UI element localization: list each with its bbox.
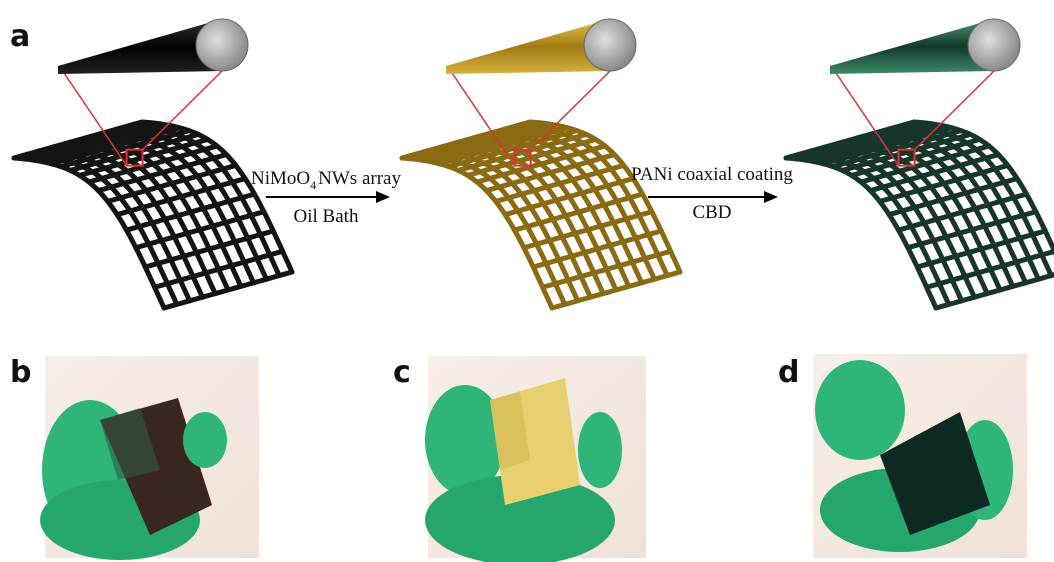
mesh-strand xyxy=(49,144,205,300)
mesh-strand xyxy=(873,130,1029,286)
zoom-line xyxy=(449,69,516,167)
mesh-strand xyxy=(885,126,1041,282)
zoom-box xyxy=(125,148,144,167)
sample xyxy=(880,412,990,535)
mesh-strand xyxy=(24,151,180,307)
mesh-strand xyxy=(126,123,282,279)
zoom-line xyxy=(61,69,128,167)
mesh-strand xyxy=(113,126,269,282)
mesh-strand xyxy=(37,148,193,304)
zoom-line xyxy=(530,70,611,151)
zoom-box xyxy=(897,148,916,167)
mesh-group xyxy=(783,18,1054,311)
step-sublabel: CBD xyxy=(692,202,731,223)
step-label: PANi coaxial coating xyxy=(631,164,793,185)
arrow-head xyxy=(376,191,390,203)
mesh-strand xyxy=(412,151,568,307)
mesh-strand xyxy=(783,155,939,311)
glove xyxy=(425,385,505,495)
zoom-box xyxy=(513,148,532,167)
panel-label: a xyxy=(10,19,30,54)
glove xyxy=(815,360,905,460)
sample-shade xyxy=(490,392,530,470)
mesh-strand xyxy=(88,133,244,289)
nanowire-body xyxy=(58,19,222,74)
meshes xyxy=(11,18,1054,311)
mesh-strand xyxy=(809,148,965,304)
mesh-strand xyxy=(11,155,167,311)
mesh-strand xyxy=(489,130,645,286)
step-label-subscript: 4 xyxy=(310,178,316,192)
zoom-line xyxy=(914,70,995,151)
mesh-strand xyxy=(425,148,581,304)
step-arrow: NiMoO4 NWs array Oil Bath xyxy=(251,168,401,227)
mesh-strand xyxy=(476,133,632,289)
panel-label: d xyxy=(778,355,799,390)
sample-sheen xyxy=(100,408,160,480)
mesh-strand xyxy=(821,144,977,300)
mesh-strand xyxy=(463,137,619,293)
mesh-strand xyxy=(399,155,555,311)
mesh-strand xyxy=(101,130,257,286)
mesh-strand xyxy=(898,123,1054,279)
mesh-strand xyxy=(62,141,218,297)
glove-finger xyxy=(578,412,622,488)
mesh-strand xyxy=(796,151,952,307)
nanowire-body xyxy=(830,19,994,74)
zoom-line xyxy=(142,70,223,151)
mesh-strand xyxy=(860,133,1016,289)
step-sublabel: Oil Bath xyxy=(294,206,359,227)
mesh-strand xyxy=(75,137,231,293)
photo-c xyxy=(425,356,646,562)
nanowire-end xyxy=(967,18,1021,72)
mesh-strand xyxy=(514,123,670,279)
mesh-strand xyxy=(847,137,1003,293)
nanowire-end xyxy=(583,18,637,72)
mesh-strand xyxy=(437,144,593,300)
zoom-line xyxy=(833,69,900,167)
step-label-part: NiMoO xyxy=(251,168,310,189)
step-arrow: PANi coaxial coating CBD xyxy=(631,164,793,223)
photo-b xyxy=(40,356,259,560)
photo-d xyxy=(813,354,1027,558)
mesh-group xyxy=(11,18,295,311)
nanowire-end xyxy=(195,18,249,72)
step-label-part: NWs array xyxy=(318,168,401,189)
panel-label: b xyxy=(10,355,31,390)
nanowire-body xyxy=(446,19,610,74)
step-label: NiMoO4 NWs array xyxy=(251,168,401,192)
glove xyxy=(425,475,615,562)
mesh-strand xyxy=(501,126,657,282)
panel-label: c xyxy=(393,355,411,390)
mesh-group xyxy=(399,18,683,311)
mesh-strand xyxy=(450,141,606,297)
arrow-head xyxy=(764,191,778,203)
mesh-strand xyxy=(834,141,990,297)
glove-finger xyxy=(183,412,227,468)
